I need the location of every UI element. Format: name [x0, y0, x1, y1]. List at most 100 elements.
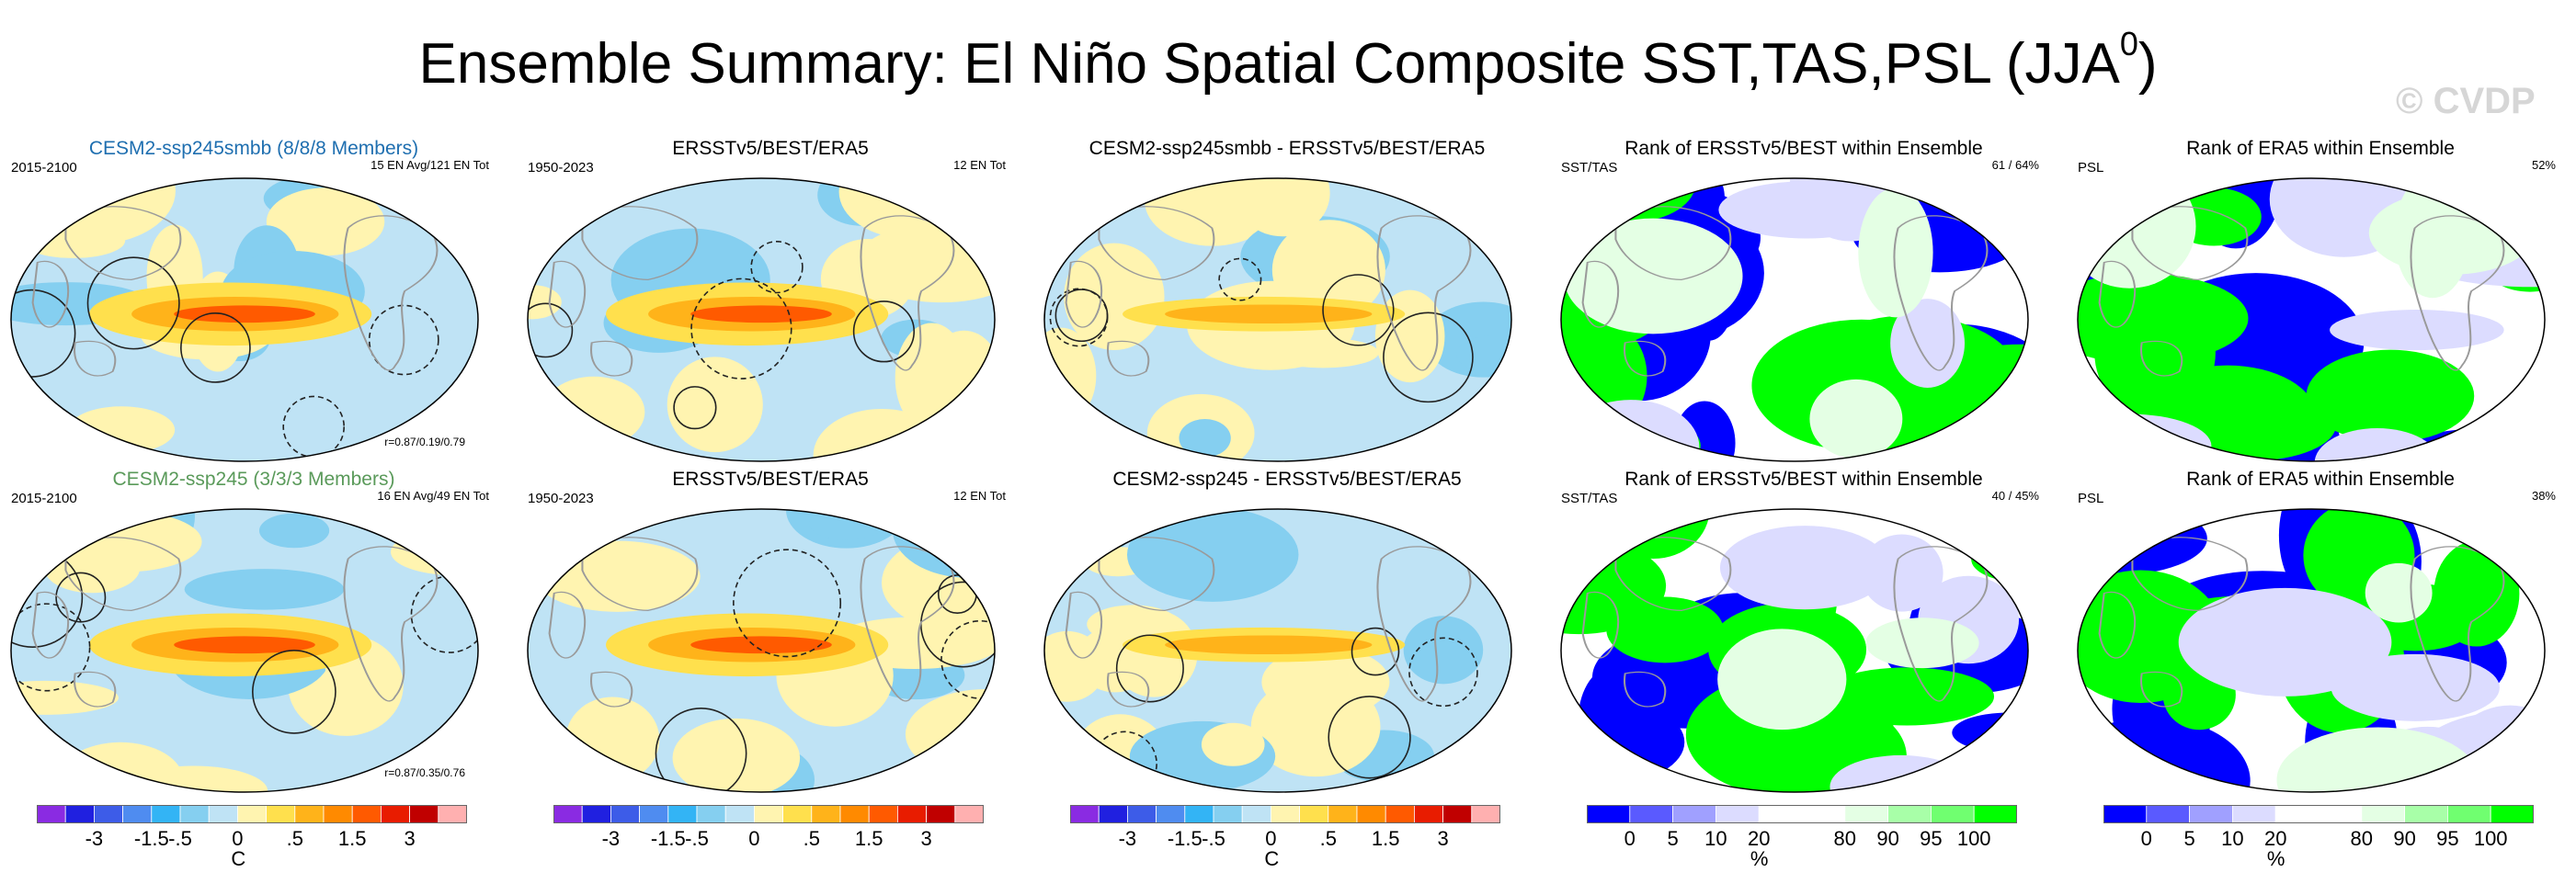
colorbar-swatch [639, 804, 669, 824]
panel-r2c2: ERSSTv5/BEST/ERA5 1950-2023 12 EN Tot [526, 469, 1015, 793]
coastline [581, 206, 699, 280]
panel-title: Rank of ERA5 within Ensemble [2186, 469, 2455, 490]
figure-title-text: Ensemble Summary: El Niño Spatial Compos… [418, 32, 2120, 96]
colorbar-swatch [667, 804, 698, 824]
colorbar-tick-label: -3 [85, 827, 104, 850]
colorbar-swatches: -3 -1.5 -.5 0 .5 1.5 3 [36, 804, 468, 850]
colorbar-swatch [1127, 804, 1157, 824]
colorbar-swatch [2103, 804, 2148, 824]
enso-peak [174, 636, 315, 654]
psl-contour [940, 619, 995, 699]
colorbar-frame [2103, 805, 2534, 823]
colorbar-tick-label: 5 [1667, 827, 1678, 850]
anomaly-patch [184, 569, 345, 610]
psl-contour [1328, 696, 1411, 779]
rank-region [2330, 310, 2504, 351]
colorbar-swatch [581, 804, 611, 824]
map-border [1560, 177, 2029, 462]
map-border [527, 508, 996, 793]
psl-contour [690, 278, 792, 380]
rank-region [1865, 617, 1979, 669]
coastline [1624, 340, 1667, 377]
colorbar-frame [37, 805, 467, 823]
colorbar-swatch [1442, 804, 1473, 824]
colorbar-unit: C [231, 847, 246, 870]
psl-contour [655, 708, 747, 792]
colorbar-tick-label: 90 [1876, 827, 1898, 850]
colorbar-cb1: -3 -1.5 -.5 0 .5 1.5 3 C [36, 804, 468, 888]
colorbar-swatch [1098, 804, 1128, 824]
coastline [2131, 537, 2249, 611]
coastline [590, 671, 633, 708]
anomaly-patch [1261, 647, 1390, 718]
coastline [1581, 591, 1620, 659]
colorbar-swatch [380, 804, 410, 824]
colorbar-swatch [1887, 804, 1932, 824]
colorbar-tick-label: 80 [1834, 827, 1856, 850]
map-border [527, 177, 996, 462]
coastline [74, 671, 117, 708]
panel-title: CESM2-ssp245 (3/3/3 Members) [112, 469, 395, 490]
enso-warm-core [1165, 304, 1373, 324]
colorbar-swatch [1973, 804, 2018, 824]
panel-right-label: 15 EN Avg/121 EN Tot [370, 158, 489, 172]
anomaly-patch [1064, 243, 1165, 351]
panel-title: Rank of ERA5 within Ensemble [2186, 138, 2455, 159]
colorbar-swatch [896, 804, 927, 824]
colorbar-tick-label: 1.5 [1372, 827, 1400, 850]
panel-right-label: 38% [2531, 489, 2556, 503]
colorbar-swatch [696, 804, 726, 824]
colorbar-cb4: 0 5 10 20 80 90 95 100% [1586, 804, 2018, 888]
colorbar-tick-label: .5 [287, 827, 303, 850]
cvdp-watermark: © CVDP [2396, 81, 2536, 121]
colorbar-swatch [1413, 804, 1443, 824]
coastline [64, 537, 182, 611]
pattern-correlation: r=0.87/0.35/0.76 [384, 766, 465, 779]
colorbar-tick-label: 1.5 [855, 827, 883, 850]
panel-r1c3: CESM2-ssp245smbb - ERSSTv5/BEST/ERA5 [1043, 138, 1532, 462]
panel-title: ERSSTv5/BEST/ERA5 [672, 469, 869, 490]
colorbar-tick-label: 10 [2221, 827, 2243, 850]
colorbar-frame [1587, 805, 2017, 823]
rank-region [1607, 639, 1676, 751]
colorbar-swatch [2490, 804, 2535, 824]
colorbar-swatch [438, 804, 468, 824]
panel-title: ERSSTv5/BEST/ERA5 [672, 138, 869, 159]
colorbar-tick-label: 10 [1704, 827, 1727, 850]
panel-right-label: 61 / 64% [1991, 158, 2039, 172]
coastline [2140, 671, 2183, 708]
coastline [548, 260, 587, 328]
colorbar-swatch [323, 804, 353, 824]
anomaly-patch [266, 187, 385, 256]
panel-r2c3: CESM2-ssp245 - ERSSTv5/BEST/ERA5 [1043, 469, 1532, 793]
panel-title: Rank of ERSSTv5/BEST within Ensemble [1624, 469, 1983, 490]
psl-contour [1049, 288, 1109, 347]
rank-region [1858, 187, 1933, 318]
psl-contour [1322, 274, 1395, 346]
enso-peak [174, 305, 315, 323]
coastline [2098, 591, 2137, 659]
rank-region [2306, 349, 2475, 443]
figure-title-close: ) [2137, 32, 2158, 96]
panel-left-label: SST/TAS [1561, 491, 1618, 506]
colorbar-tick-label: 0 [232, 827, 243, 850]
panel-r1c5: Rank of ERA5 within Ensemble PSL 52% [2076, 138, 2565, 462]
colorbar-tick-label: -1.5 [651, 827, 686, 850]
colorbar-swatch [36, 804, 66, 824]
colorbar-tick-label: 80 [2351, 827, 2373, 850]
map-composite [527, 508, 996, 793]
map-border [1560, 508, 2029, 793]
colorbar-swatch [2446, 804, 2491, 824]
anomaly-patch [941, 178, 995, 244]
panel-r1c2: ERSSTv5/BEST/ERA5 1950-2023 12 EN Tot [526, 138, 1015, 462]
colorbar-swatch [1715, 804, 1760, 824]
map-border [10, 508, 479, 793]
colorbar-tick-label: -3 [1119, 827, 1137, 850]
colorbar-tick-label: 20 [2264, 827, 2286, 850]
colorbar-tick-label: .5 [1320, 827, 1337, 850]
pattern-correlation: r=0.87/0.19/0.79 [384, 436, 465, 448]
rank-region [1719, 526, 1890, 610]
colorbar-swatch [2146, 804, 2190, 824]
colorbar-swatch [351, 804, 382, 824]
colorbar-swatch [294, 804, 325, 824]
